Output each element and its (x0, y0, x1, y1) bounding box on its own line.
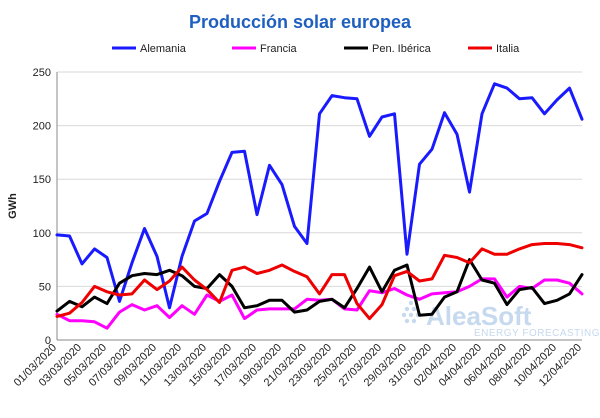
y-tick-label: 50 (39, 281, 51, 293)
legend-label: Alemania (140, 43, 187, 55)
series-line-pen-ib-rica (55, 258, 584, 317)
legend-label: Francia (260, 43, 298, 55)
legend-label: Italia (496, 43, 520, 55)
y-tick-label: 0 (45, 335, 51, 347)
watermark: AleaSoft ENERGY FORECASTING (401, 300, 600, 339)
y-tick-label: 150 (33, 174, 51, 186)
series-line-alemania (55, 82, 584, 310)
y-tick-label: 100 (33, 228, 51, 240)
watermark-logo-icon (401, 300, 421, 324)
watermark-brand: AleaSoft (426, 301, 532, 331)
y-tick-label: 250 (33, 67, 51, 79)
chart-legend: Alemania Francia Pen. Ibérica Italia (112, 43, 520, 55)
chart-title: Producción solar europea (189, 12, 412, 32)
watermark-tagline: ENERGY FORECASTING (474, 328, 600, 339)
chart-series (55, 82, 584, 330)
series-line-italia (55, 242, 584, 321)
legend-label: Pen. Ibérica (372, 43, 432, 55)
y-tick-label: 200 (33, 121, 51, 133)
y-axis-label: GWh (7, 193, 19, 219)
